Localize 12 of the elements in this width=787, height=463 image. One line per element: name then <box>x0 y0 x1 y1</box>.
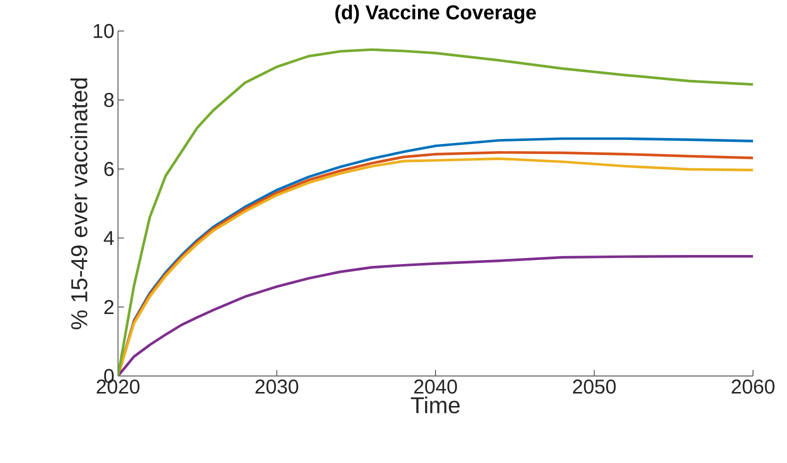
y-tick-label: 2 <box>104 300 114 314</box>
x-tick-label: 2030 <box>256 380 298 394</box>
x-tick-label: 2050 <box>573 380 616 394</box>
x-tick-label: 2040 <box>414 380 457 394</box>
y-tick-label: 10 <box>94 24 114 38</box>
x-axis-title: Time <box>410 396 460 414</box>
y-axis-title: % 15-49 ever vaccinated <box>70 78 88 330</box>
y-tick-label: 4 <box>104 231 114 245</box>
chart-title: (d) Vaccine Coverage <box>335 4 536 24</box>
y-tick-label: 6 <box>104 162 114 176</box>
y-tick-label: 8 <box>104 92 114 108</box>
x-tick-label: 2060 <box>732 380 774 394</box>
